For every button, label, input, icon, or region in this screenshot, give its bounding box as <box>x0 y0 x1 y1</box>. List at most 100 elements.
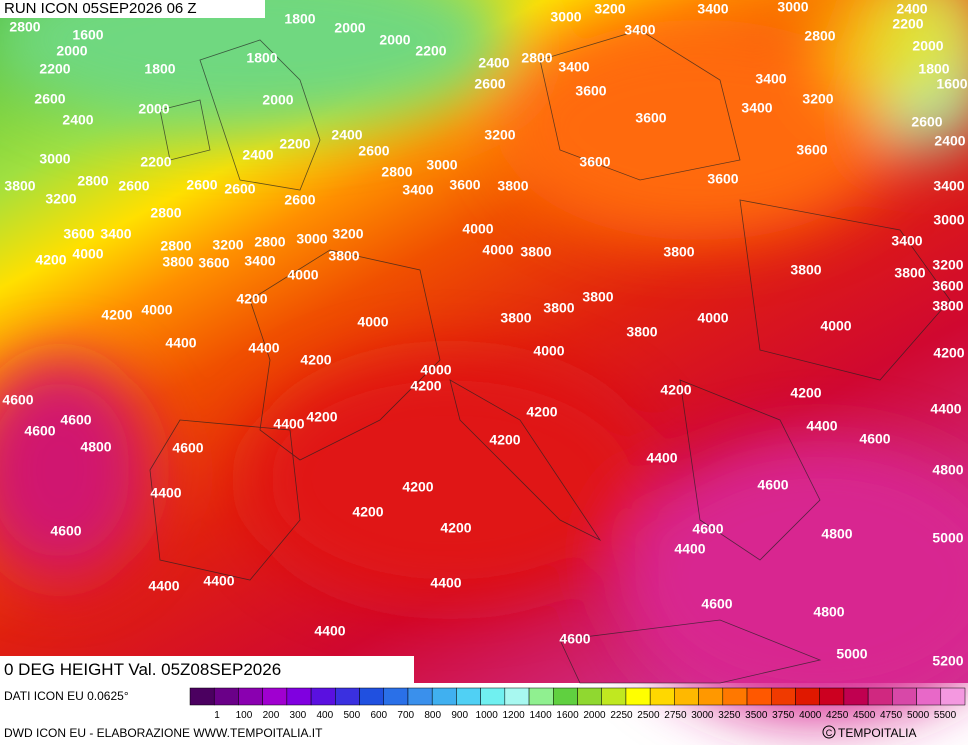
contour-label: 2600 <box>224 181 255 197</box>
contour-label: 3800 <box>932 298 963 314</box>
contour-label: 2400 <box>478 55 509 71</box>
contour-label: 3000 <box>933 212 964 228</box>
contour-label: 3600 <box>579 154 610 170</box>
contour-label: 4000 <box>820 318 851 334</box>
contour-label: 3400 <box>891 233 922 249</box>
contour-label: 3400 <box>741 100 772 116</box>
contour-label: 2800 <box>381 164 412 180</box>
field-title: 0 DEG HEIGHT Val. 05Z08SEP2026 <box>4 660 281 679</box>
colorbar-label: 600 <box>370 710 387 721</box>
contour-label: 5000 <box>836 646 867 662</box>
colorbar-label: 800 <box>424 710 441 721</box>
contour-label: 3800 <box>894 265 925 281</box>
contour-label: 2600 <box>358 143 389 159</box>
contour-label: 3200 <box>932 257 963 273</box>
contour-label: 3800 <box>790 262 821 278</box>
contour-label: 4000 <box>72 246 103 262</box>
contour-label: 2000 <box>262 92 293 108</box>
contour-label: 3200 <box>45 191 76 207</box>
contour-label: 4000 <box>357 314 388 330</box>
contour-label: 2800 <box>804 28 835 44</box>
contour-label: 4400 <box>148 578 179 594</box>
contour-label: 1800 <box>246 50 277 66</box>
colorbar-label: 4000 <box>799 710 822 721</box>
contour-label: 4400 <box>430 575 461 591</box>
contour-label: 3600 <box>575 83 606 99</box>
colorbar-label: 900 <box>451 710 468 721</box>
contour-label: 3400 <box>933 178 964 194</box>
colorbar-swatch <box>310 687 336 706</box>
contour-label: 4400 <box>165 335 196 351</box>
contour-label: 3400 <box>697 1 728 17</box>
colorbar-swatch <box>359 687 384 706</box>
contour-label: 2800 <box>254 234 285 250</box>
colorbar-label: 100 <box>236 710 253 721</box>
contour-label: 4600 <box>50 523 81 539</box>
contour-label: 4200 <box>660 382 691 398</box>
colorbar-label: 700 <box>397 710 414 721</box>
contour-label: 3400 <box>624 22 655 38</box>
contour-label: 2800 <box>77 173 108 189</box>
colorbar-label: 1000 <box>476 710 499 721</box>
contour-label: 5000 <box>932 530 963 546</box>
contour-label: 4800 <box>821 526 852 542</box>
contour-label: 4200 <box>101 307 132 323</box>
contour-label: 4600 <box>859 431 890 447</box>
contour-label: 1800 <box>144 61 175 77</box>
contour-label: 4800 <box>813 604 844 620</box>
contour-label: 3800 <box>4 178 35 194</box>
colorbar-label: 3500 <box>745 710 768 721</box>
contour-label: 3000 <box>296 231 327 247</box>
colorbar-label: 4750 <box>880 710 903 721</box>
contour-label: 4200 <box>933 345 964 361</box>
contour-label: 4600 <box>2 392 33 408</box>
colorbar-swatch <box>843 687 869 706</box>
colorbar-swatch <box>553 687 578 706</box>
contour-label: 2400 <box>934 133 965 149</box>
contour-label: 3800 <box>626 324 657 340</box>
contour-label: 4000 <box>697 310 728 326</box>
contour-label: 2200 <box>892 16 923 32</box>
colorbar-swatch <box>649 687 675 706</box>
contour-label: 2600 <box>186 177 217 193</box>
colorbar-swatch <box>189 687 215 706</box>
contour-label: 2400 <box>62 112 93 128</box>
contour-label: 4800 <box>932 462 963 478</box>
colorbar-swatch <box>916 687 942 706</box>
colorbar-swatch <box>771 687 796 706</box>
colorbar-label: 400 <box>317 710 334 721</box>
contour-label: 3600 <box>932 278 963 294</box>
contour-label: 4400 <box>674 541 705 557</box>
colorbar-swatch <box>528 687 554 706</box>
contour-label: 2600 <box>284 192 315 208</box>
contour-label: 3200 <box>484 127 515 143</box>
contour-label: 4400 <box>203 573 234 589</box>
colorbar-swatch <box>480 687 506 706</box>
contour-label: 2200 <box>415 43 446 59</box>
contour-label: 3800 <box>543 300 574 316</box>
contour-label: 2000 <box>334 20 365 36</box>
contour-label: 2800 <box>160 238 191 254</box>
contour-label: 4400 <box>273 416 304 432</box>
contour-label: 3000 <box>426 157 457 173</box>
copyright-text: TEMPOITALIA <box>838 726 916 740</box>
contour-label: 2600 <box>474 76 505 92</box>
contour-label: 1600 <box>936 76 967 92</box>
colorbar-label: 1400 <box>529 710 552 721</box>
colorbar-label: 5500 <box>934 710 957 721</box>
colorbar-label: 2500 <box>637 710 660 721</box>
colorbar-swatch <box>238 687 263 706</box>
contour-label: 4600 <box>692 521 723 537</box>
contour-label: 3600 <box>198 255 229 271</box>
contour-label: 4600 <box>701 596 732 612</box>
colorbar-swatch <box>819 687 845 706</box>
colorbar-swatch <box>795 687 820 706</box>
colorbar-swatch <box>625 687 651 706</box>
colorbar-label: 1 <box>214 710 220 721</box>
contour-label: 4200 <box>236 291 267 307</box>
contour-label: 4000 <box>141 302 172 318</box>
colorbar-swatch <box>213 687 239 706</box>
contour-label: 4000 <box>462 221 493 237</box>
contour-label: 4200 <box>410 378 441 394</box>
contour-label: 4200 <box>790 385 821 401</box>
